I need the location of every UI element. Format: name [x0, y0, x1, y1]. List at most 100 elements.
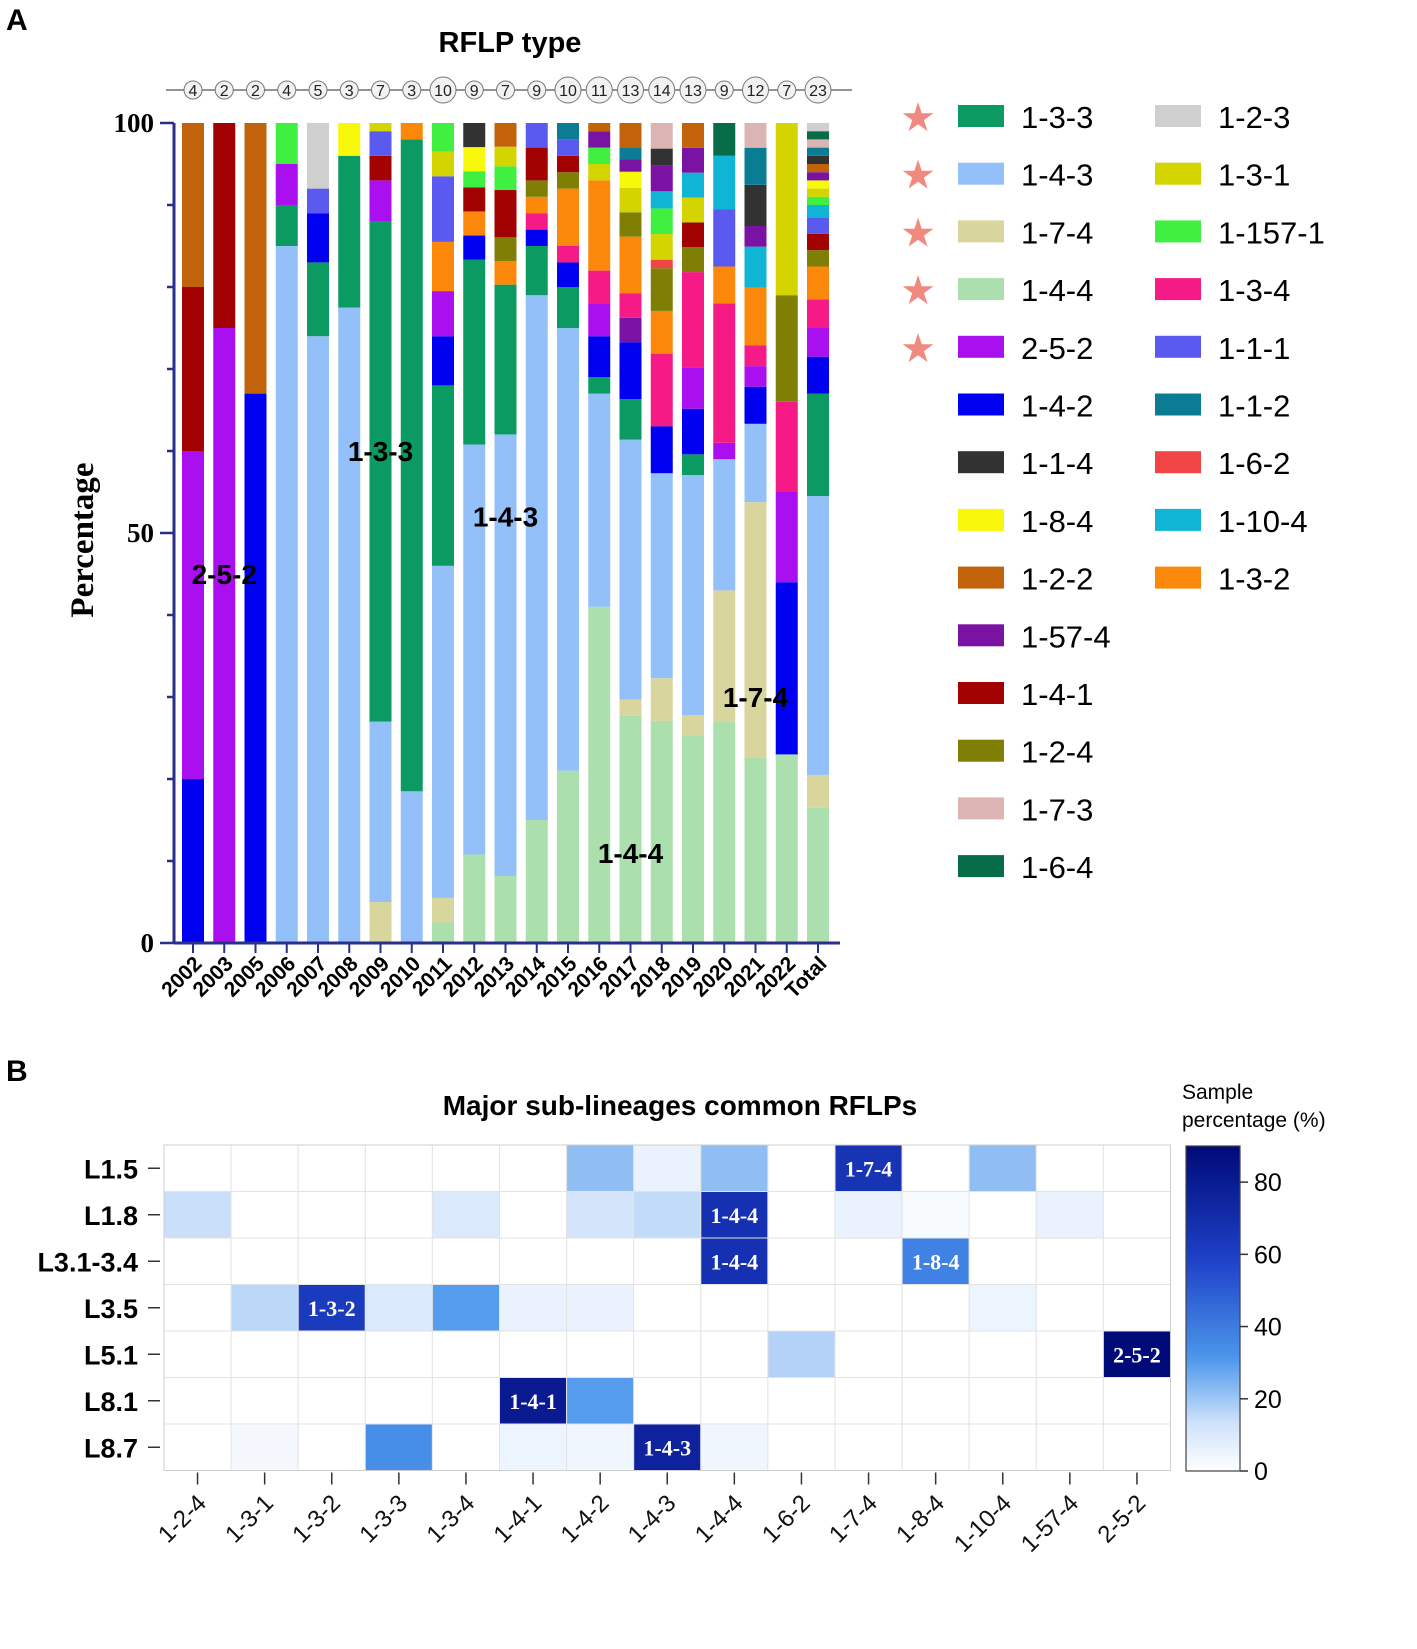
y-axis-label: Percentage: [65, 462, 101, 617]
bar-segment-1-4-3: [369, 721, 392, 902]
legend-swatch-1-1-4: [958, 451, 1004, 474]
heatmap-cell: [1035, 1144, 1104, 1192]
row-label: L3.5: [84, 1294, 138, 1324]
sample-count-circle: [429, 76, 457, 104]
heatmap-cell: [364, 1144, 433, 1192]
sample-count-circle: [617, 76, 644, 104]
bar-segment-1-4-4: [619, 715, 642, 943]
colorbar-tick-label: 0: [1254, 1458, 1268, 1486]
bar-segment-1-4-2: [682, 408, 704, 455]
sample-count-circle: [277, 80, 297, 100]
sample-count-label: 2: [251, 83, 260, 100]
bar-segment-1-4-3: [744, 423, 767, 503]
bar-segment-1-2-2: [182, 123, 204, 287]
heatmap-cell: [968, 1144, 1037, 1192]
bar-segment-1-8-4: [338, 123, 361, 156]
heatmap-cell: [834, 1377, 903, 1425]
column-label: 1-2-4: [153, 1490, 212, 1549]
legend-label-1-1-4: 1-1-4: [1021, 446, 1093, 481]
sample-count-circle: [777, 80, 797, 100]
bar-segment-1-4-3: [588, 393, 611, 607]
heatmap-cell: [767, 1191, 836, 1239]
heatmap-cell: [1102, 1284, 1172, 1332]
heatmap-border: [163, 1144, 1171, 1471]
cell-label-1-4-1: 1-4-1: [509, 1389, 557, 1414]
heatmap-cell: [163, 1237, 232, 1285]
legend-swatch-1-4-4: [958, 278, 1004, 301]
cell-label-1-4-4: 1-4-4: [711, 1249, 759, 1274]
sample-count-label: 7: [782, 83, 791, 100]
heatmap-cell: [901, 1377, 970, 1425]
sample-count-label: 4: [282, 83, 291, 100]
bar-segment-1-1-1: [307, 188, 329, 214]
heatmap-cell: [297, 1377, 366, 1425]
legend-label-1-2-4: 1-2-4: [1021, 735, 1093, 770]
bar-segment-1-4-3: [713, 459, 736, 591]
sample-count-circle: [402, 80, 422, 100]
heatmap-cell: [297, 1330, 366, 1378]
bar-segment-1-3-3: [338, 155, 361, 308]
column-label: 1-4-3: [623, 1490, 682, 1549]
heatmap-cell: [700, 1237, 769, 1285]
row-label: L5.1: [84, 1340, 138, 1370]
bar-segment-1-3-2: [525, 196, 548, 214]
row-label: L8.1: [84, 1387, 138, 1417]
heatmap-cell: [230, 1284, 299, 1332]
heatmap-cell: [431, 1144, 500, 1192]
legend-label-1-3-4: 1-3-4: [1218, 273, 1290, 308]
bar-segment-1-1-4: [744, 184, 767, 227]
heatmap-cell: [834, 1284, 903, 1332]
heatmap-cell: [230, 1330, 299, 1378]
bar-segment-1-3-4: [682, 272, 704, 368]
bar-segment-1-3-3: [307, 262, 329, 337]
heatmap-cell: [901, 1330, 970, 1378]
legend-swatch-1-3-3: [958, 105, 1004, 127]
bar-segment-1-4-4: [744, 757, 767, 943]
column-label: 2-5-2: [1092, 1490, 1151, 1549]
bar-segment-1-157-1: [588, 147, 611, 164]
bar-segment-1-4-1: [807, 233, 829, 251]
sample-count-circle: [183, 80, 203, 100]
bar-segment-1-2-4: [619, 212, 642, 237]
heatmap-cell: [499, 1377, 568, 1425]
sample-count-circle: [648, 76, 676, 104]
heatmap-cell: [968, 1191, 1037, 1239]
cell-label-1-4-3: 1-4-3: [643, 1435, 691, 1460]
bar-segment-1-6-2: [650, 259, 673, 269]
bar-segment-1-4-4: [463, 854, 486, 943]
sample-count-label: 10: [434, 83, 452, 100]
heatmap-cell: [431, 1377, 500, 1425]
bar-segment-1-3-4: [588, 270, 611, 304]
bar-segment-1-3-3: [463, 259, 486, 445]
bar-segment-1-3-1: [682, 197, 704, 223]
bar-segment-2-5-2: [807, 328, 829, 357]
legend-swatch-1-4-1: [958, 682, 1004, 704]
bar-segment-1-157-1: [494, 166, 517, 191]
legend-swatch-1-4-2: [958, 393, 1004, 416]
bar-segment-1-3-4: [744, 345, 767, 367]
heatmap-cell: [767, 1377, 836, 1425]
bar-segment-1-7-4: [713, 590, 736, 722]
bar-segment-1-157-1: [432, 123, 454, 152]
legend-swatch-1-2-3: [1155, 105, 1201, 127]
legend-label-1-7-3: 1-7-3: [1021, 792, 1093, 827]
heatmap-cell: [968, 1377, 1037, 1425]
heatmap-cell: [297, 1144, 366, 1192]
legend-label-1-1-2: 1-1-2: [1218, 389, 1290, 424]
legend-swatch-1-3-2: [1155, 566, 1201, 589]
star-icon: ★: [900, 269, 936, 313]
heatmap-cell: [163, 1423, 232, 1471]
heatmap-cell: [230, 1237, 299, 1285]
bar-segment-1-10-4: [744, 246, 767, 288]
chart-a-title: RFLP type: [439, 27, 582, 59]
bar-segment-2-5-2: [682, 367, 704, 409]
legend-label-1-7-4: 1-7-4: [1021, 215, 1093, 250]
bar-segment-1-4-2: [557, 262, 579, 287]
bar-segment-1-4-2: [588, 336, 611, 378]
sample-count-label: 4: [189, 83, 198, 100]
bar-segment-2-5-2: [432, 291, 454, 337]
legend-swatch-1-1-1: [1155, 335, 1201, 358]
heatmap-cell: [1102, 1377, 1172, 1425]
heatmap-cell: [364, 1237, 433, 1285]
legend-swatch-1-1-2: [1155, 393, 1201, 416]
